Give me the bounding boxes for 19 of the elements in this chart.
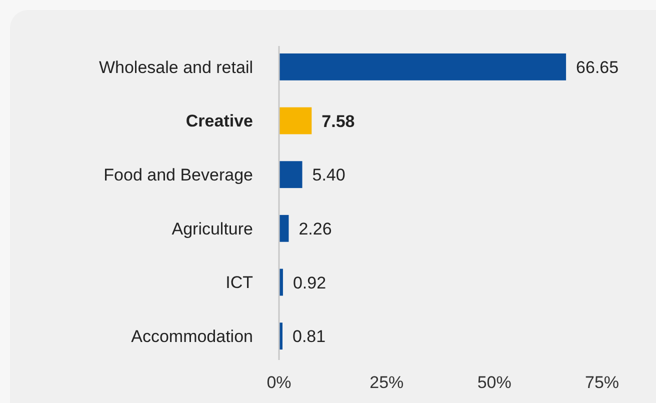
- y-tick-label: Food and Beverage: [104, 166, 253, 185]
- data-label: 2.26: [298, 219, 332, 238]
- y-tick-label: Agriculture: [172, 219, 253, 238]
- y-tick-label: Accommodation: [131, 327, 253, 346]
- data-label: 0.92: [292, 273, 326, 292]
- x-tick-label: 25%: [370, 373, 404, 392]
- data-label: 7.58: [322, 112, 355, 131]
- x-tick-label: 75%: [584, 373, 620, 392]
- y-tick-label: Creative: [186, 112, 253, 131]
- bar: [279, 53, 566, 80]
- y-tick-label: ICT: [226, 273, 253, 292]
- data-label: 5.40: [312, 166, 346, 185]
- bar: [279, 161, 302, 188]
- data-label: 0.81: [292, 327, 326, 346]
- x-tick-label: 0%: [266, 373, 292, 392]
- bar: [279, 107, 312, 134]
- data-label: 66.65: [576, 58, 619, 77]
- x-tick-label: 50%: [477, 373, 512, 392]
- y-tick-label: Wholesale and retail: [98, 58, 253, 77]
